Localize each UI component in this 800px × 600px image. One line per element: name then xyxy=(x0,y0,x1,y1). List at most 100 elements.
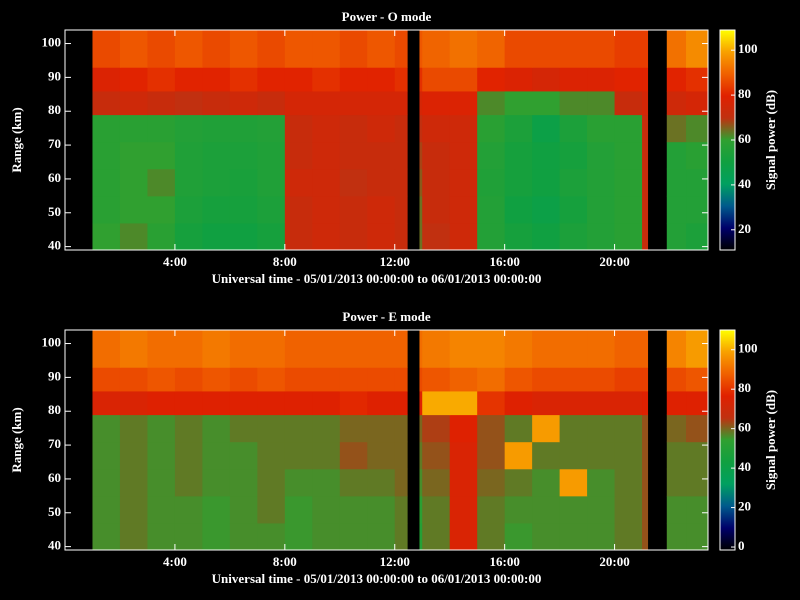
heatmap-cell xyxy=(422,367,451,392)
heatmap-cell xyxy=(642,90,649,116)
heatmap-cell xyxy=(504,522,533,551)
heatmap-cell xyxy=(449,222,478,251)
heatmap-cell xyxy=(686,141,709,170)
heatmap-cell xyxy=(532,90,561,116)
heatmap-cell xyxy=(174,222,203,251)
heatmap-cell xyxy=(339,168,368,197)
heatmap-cell xyxy=(147,30,176,68)
y-tick-label: 40 xyxy=(48,538,61,553)
heatmap-cell xyxy=(367,522,396,551)
heatmap-cell xyxy=(532,67,561,92)
heatmap-cell xyxy=(614,67,643,92)
heatmap-cell xyxy=(174,367,203,392)
x-tick-label: 20:00 xyxy=(599,554,629,569)
heatmap-cell xyxy=(394,522,408,551)
colorbar-tick-label: 20 xyxy=(738,221,751,236)
chart-title: Power - E mode xyxy=(342,309,430,324)
heatmap-cell xyxy=(229,30,258,68)
heatmap-cell xyxy=(174,495,203,524)
colorbar-tick-label: 40 xyxy=(738,459,751,474)
colorbar-tick-label: 0 xyxy=(738,538,745,553)
heatmap-cell xyxy=(339,522,368,551)
y-tick-label: 90 xyxy=(48,368,61,383)
heatmap-cell xyxy=(686,168,709,197)
heatmap-cell xyxy=(559,30,588,68)
heatmap-cell xyxy=(504,195,533,224)
colorbar-tick-label: 60 xyxy=(738,131,751,146)
heatmap-cell xyxy=(312,195,341,224)
heatmap-cell xyxy=(614,522,643,551)
heatmap-cell xyxy=(202,330,231,368)
heatmap-cell xyxy=(147,522,176,551)
colorbar-label: Signal power (dB) xyxy=(763,90,778,190)
colorbar-tick-label: 100 xyxy=(738,41,758,56)
heatmap-cell xyxy=(92,468,121,497)
heatmap-cell xyxy=(587,168,616,197)
heatmap-cell xyxy=(284,367,313,392)
heatmap-cell xyxy=(284,522,313,551)
heatmap-cell xyxy=(367,67,396,92)
heatmap-cell xyxy=(257,90,286,116)
heatmap-cell xyxy=(229,414,258,443)
heatmap-cell xyxy=(422,222,451,251)
heatmap-cell xyxy=(559,367,588,392)
heatmap-cell xyxy=(119,67,148,92)
heatmap-cell xyxy=(147,414,176,443)
heatmap-cell xyxy=(666,522,687,551)
heatmap-cell xyxy=(339,222,368,251)
heatmap-cell xyxy=(147,168,176,197)
heatmap-cell xyxy=(174,90,203,116)
heatmap-cell xyxy=(559,495,588,524)
heatmap-cell xyxy=(614,141,643,170)
plot-frame xyxy=(64,29,709,251)
heatmap-cell xyxy=(202,390,231,416)
y-tick-label: 70 xyxy=(48,136,61,151)
heatmap-cell xyxy=(559,90,588,116)
heatmap-cell xyxy=(504,390,533,416)
heatmap-cell xyxy=(394,114,408,143)
y-tick-label: 50 xyxy=(48,504,61,519)
heatmap-cell xyxy=(284,414,313,443)
y-tick-label: 90 xyxy=(48,68,61,83)
heatmap-cell xyxy=(339,30,368,68)
heatmap-cell xyxy=(504,30,533,68)
heatmap-cell xyxy=(202,468,231,497)
heatmap-cell xyxy=(449,195,478,224)
heatmap-cell xyxy=(642,195,649,224)
heatmap-cell xyxy=(284,390,313,416)
heatmap-cell xyxy=(666,414,687,443)
heatmap-cell xyxy=(422,330,451,368)
heatmap-cell xyxy=(339,390,368,416)
heatmap-cell xyxy=(119,390,148,416)
heatmap-cell xyxy=(422,168,451,197)
x-tick-label: 12:00 xyxy=(380,554,410,569)
heatmap-cell xyxy=(686,195,709,224)
heatmap-cell xyxy=(312,222,341,251)
heatmap-cell xyxy=(477,441,506,470)
heatmap-cell xyxy=(257,141,286,170)
heatmap-cell xyxy=(119,195,148,224)
heatmap-cell xyxy=(367,30,396,68)
heatmap-cell xyxy=(394,330,408,368)
y-tick-label: 60 xyxy=(48,470,61,485)
heatmap-cell xyxy=(449,390,478,416)
heatmap-cell xyxy=(422,195,451,224)
heatmap-cell xyxy=(666,67,687,92)
colorbar-tick-label: 80 xyxy=(738,86,751,101)
heatmap-cell xyxy=(686,390,709,416)
heatmap-cell xyxy=(174,67,203,92)
heatmap-cell xyxy=(367,441,396,470)
heatmap-cell xyxy=(419,522,423,551)
heatmap-cell xyxy=(587,222,616,251)
heatmap-cell xyxy=(147,222,176,251)
heatmap-cell xyxy=(559,195,588,224)
heatmap-cell xyxy=(367,330,396,368)
heatmap-cell xyxy=(257,390,286,416)
heatmap-cell xyxy=(532,114,561,143)
heatmap-cell xyxy=(257,168,286,197)
heatmap-cell xyxy=(92,90,121,116)
heatmap-cell xyxy=(92,390,121,416)
y-tick-label: 80 xyxy=(48,402,61,417)
heatmap-cell xyxy=(614,114,643,143)
heatmap-cell xyxy=(686,414,709,443)
